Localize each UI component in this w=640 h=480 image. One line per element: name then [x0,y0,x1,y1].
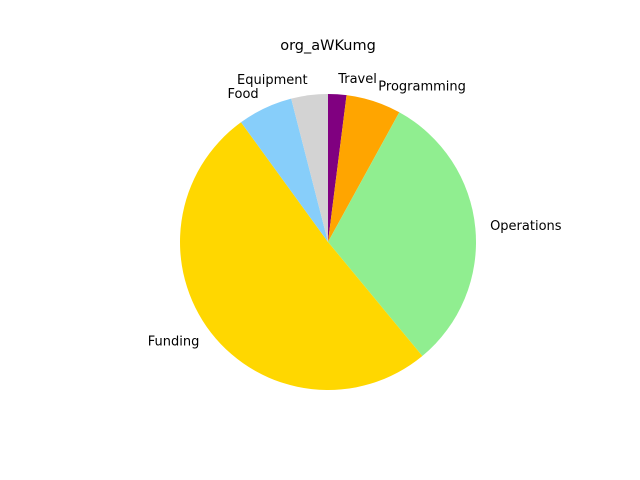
pie-slice-programming [328,95,400,242]
pie-label-food: Food [227,87,258,102]
pie-slice-food [241,98,328,242]
pie-slice-travel [328,94,347,242]
pie-label-travel: Travel [337,72,377,87]
pie-label-operations: Operations [490,219,562,234]
pie-slices [180,94,476,390]
pie-slice-operations [328,112,476,357]
pie-label-equipment: Equipment [237,73,308,88]
pie-label-funding: Funding [148,334,200,349]
pie-slice-equipment [291,94,328,242]
pie-slice-funding [180,122,423,390]
chart-title: org_aWKumg [280,38,376,54]
pie-label-programming: Programming [378,80,466,95]
